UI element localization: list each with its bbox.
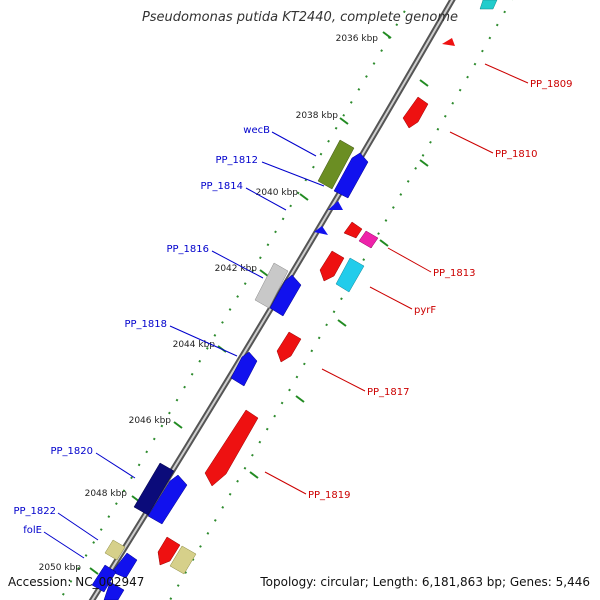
gene-arrow-pp1816[interactable] [254, 262, 289, 309]
kbp-tick [173, 421, 183, 429]
gene-label-pp1818[interactable]: PP_1818 [124, 319, 167, 330]
kbp-label: 2038 kbp [296, 111, 339, 121]
gene-label-pp1819[interactable]: PP_1819 [308, 490, 351, 501]
gene-arrow-pp1817[interactable] [276, 331, 302, 363]
gene-arrow-red-bottom[interactable] [157, 536, 181, 566]
kbp-label: 2036 kbp [336, 34, 379, 44]
gene-arrow-pp1809[interactable] [442, 38, 455, 46]
kbp-label: 2046 kbp [129, 416, 172, 426]
gene-arrow-wecb[interactable] [317, 139, 355, 190]
gene-label-pp1822[interactable]: PP_1822 [13, 506, 56, 517]
gene-label-fole[interactable]: folE [23, 525, 42, 536]
gene-arrow-fole[interactable] [111, 552, 138, 579]
gene-label-pp1813[interactable]: PP_1813 [433, 268, 476, 279]
kbp-label: 2040 kbp [256, 188, 299, 198]
kbp-tick [339, 117, 349, 125]
gene-label-wecb[interactable]: wecB [243, 125, 270, 136]
gene-label-pp1812[interactable]: PP_1812 [215, 155, 258, 166]
kbp-label: 2044 kbp [173, 340, 216, 350]
gene-arrow-pp1822[interactable] [104, 539, 126, 561]
kbp-label: 2048 kbp [85, 489, 128, 499]
gene-arrow-pp1820[interactable] [133, 462, 175, 516]
kbp-tick [299, 193, 309, 201]
gene-arrow-pp1814[interactable] [328, 201, 343, 210]
kbp-label: 2042 kbp [215, 264, 258, 274]
accession-label: Accession: NC_002947 [8, 575, 145, 589]
gene-label-pp1814[interactable]: PP_1814 [200, 181, 243, 192]
kbp-tick [259, 269, 269, 277]
gene-arrow-pp1813[interactable] [358, 230, 379, 249]
gene-arrow-pyrf[interactable] [335, 257, 365, 293]
inner-track-guide [169, 0, 513, 600]
gene-label-pyrf[interactable]: pyrF [414, 305, 436, 316]
gene-arrow-pp1818[interactable] [230, 351, 258, 387]
gene-label-pp1817[interactable]: PP_1817 [367, 387, 410, 398]
gene-arrow-small-red[interactable] [343, 221, 363, 239]
map-title: Pseudomonas putida KT2440, complete geno… [141, 10, 459, 25]
outer-track-guide [59, 0, 413, 600]
gene-label-pp1820[interactable]: PP_1820 [50, 446, 93, 457]
kbp-label: 2050 kbp [39, 563, 82, 573]
gene-arrow-small-blue[interactable] [314, 226, 328, 235]
gene-arrow-cyan[interactable] [479, 0, 498, 10]
topology-label: Topology: circular; Length: 6,181,863 bp… [260, 575, 590, 589]
gene-label-pp1810[interactable]: PP_1810 [495, 149, 538, 160]
gene-arrow-pp1812[interactable] [333, 152, 369, 199]
gene-arrow-pp1820b[interactable] [147, 474, 188, 525]
kbp-tick [382, 31, 392, 39]
gene-label-pp1816[interactable]: PP_1816 [166, 244, 209, 255]
gene-arrow-pp1810[interactable] [402, 96, 429, 129]
gene-arrow-pp1816b[interactable] [269, 274, 302, 317]
kbp-tick [89, 567, 99, 575]
gene-arrow-pp1819[interactable] [204, 409, 259, 487]
gene-label-pp1809[interactable]: PP_1809 [530, 79, 573, 90]
gene-arrow-khaki-inner[interactable] [169, 545, 197, 575]
gene-arrow-red-2[interactable] [319, 250, 345, 282]
